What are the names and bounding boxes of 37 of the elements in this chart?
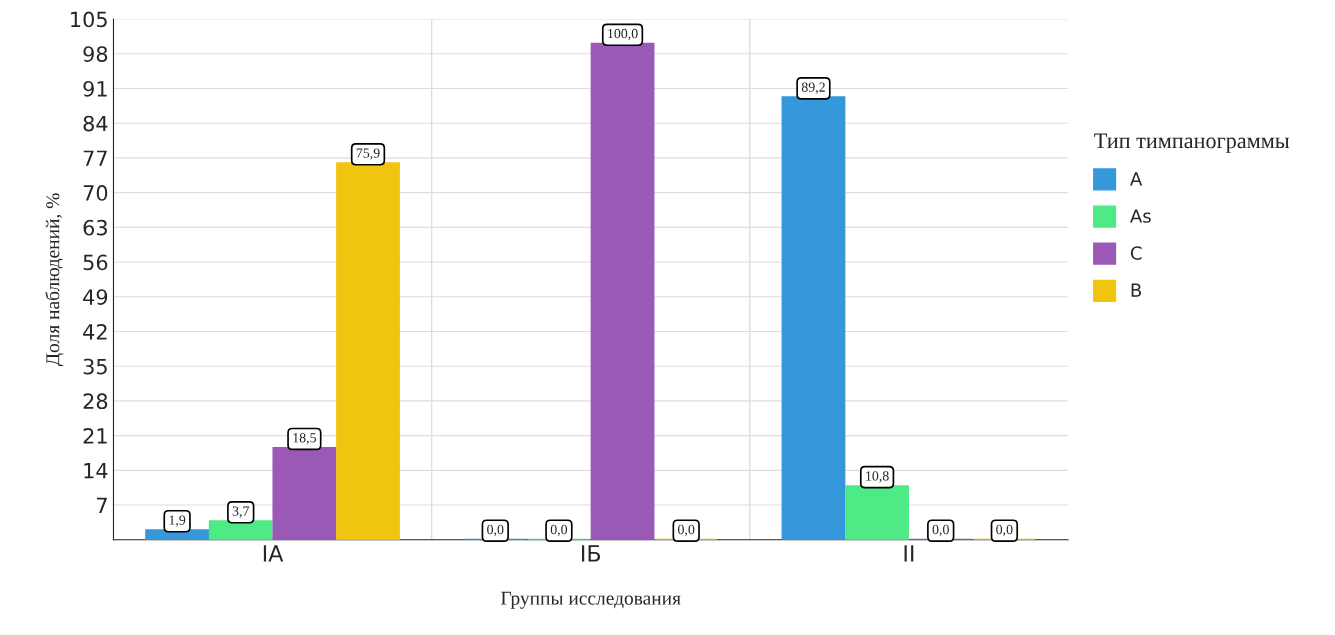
y-tick-label: 105 (71, 11, 107, 28)
y-tick-label: 63 (83, 219, 107, 236)
y-tick-label: 56 (83, 254, 108, 271)
data-label: 18,5 (293, 433, 316, 445)
y-tick-label: 21 (83, 428, 107, 444)
data-label: 100,0 (608, 28, 638, 41)
data-label: 3,7 (232, 506, 250, 518)
y-tick-label: 35 (83, 358, 107, 375)
y-tick-label: 77 (83, 150, 107, 166)
legend-label: B (1131, 283, 1142, 297)
y-tick-label: 91 (83, 80, 107, 97)
y-tick-label: 49 (83, 289, 108, 305)
legend-label: As (1130, 209, 1151, 223)
y-tick-label: 70 (83, 185, 108, 201)
y-tick-label: 98 (83, 46, 108, 62)
data-label: 10,8 (866, 471, 889, 483)
data-label: 89,2 (801, 82, 825, 94)
x-tick-label: IA (263, 545, 284, 562)
y-tick-label: 14 (84, 463, 108, 479)
data-label: 0,0 (678, 524, 695, 537)
data-label: 0,0 (996, 524, 1013, 537)
x-axis-title: Группы исследования (501, 591, 681, 609)
legend-label: A (1130, 172, 1143, 186)
y-tick-label: 84 (83, 115, 108, 132)
legend-label: C (1130, 246, 1142, 260)
data-label: 0,0 (550, 524, 568, 537)
data-label: 0,0 (932, 524, 949, 537)
y-tick-label: 42 (83, 323, 107, 340)
data-label: 1,9 (169, 515, 186, 527)
x-tick-label: IБ (582, 545, 601, 562)
data-label: 0,0 (487, 524, 504, 537)
legend-title: Тип тимпанограммы (1094, 133, 1290, 153)
y-axis-title: Доля наблюдений, % (45, 193, 64, 367)
y-tick-label: 28 (83, 393, 108, 410)
y-tick-label: 7 (97, 497, 107, 513)
x-tick-label: II (904, 545, 914, 562)
data-label: 75,9 (356, 148, 380, 160)
